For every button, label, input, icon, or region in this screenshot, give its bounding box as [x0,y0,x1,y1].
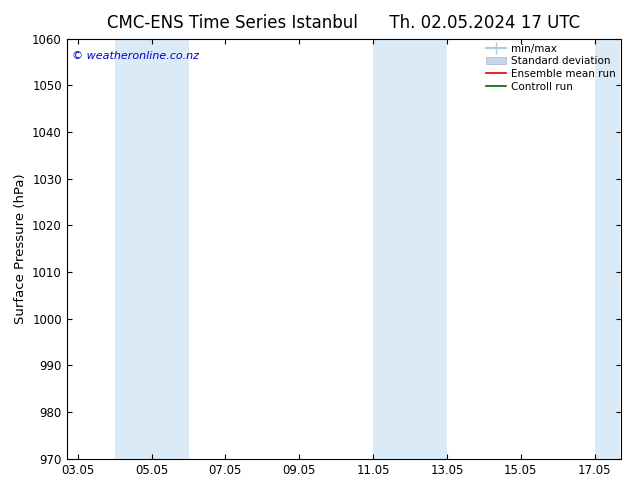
Y-axis label: Surface Pressure (hPa): Surface Pressure (hPa) [13,173,27,324]
Bar [410,39,447,459]
Text: © weatheronline.co.nz: © weatheronline.co.nz [72,51,199,61]
Bar [115,39,152,459]
Bar [152,39,188,459]
Title: CMC-ENS Time Series Istanbul      Th. 02.05.2024 17 UTC: CMC-ENS Time Series Istanbul Th. 02.05.2… [107,14,580,31]
Bar [595,39,621,459]
Legend: min/max, Standard deviation, Ensemble mean run, Controll run: min/max, Standard deviation, Ensemble me… [484,42,618,94]
Bar [373,39,410,459]
